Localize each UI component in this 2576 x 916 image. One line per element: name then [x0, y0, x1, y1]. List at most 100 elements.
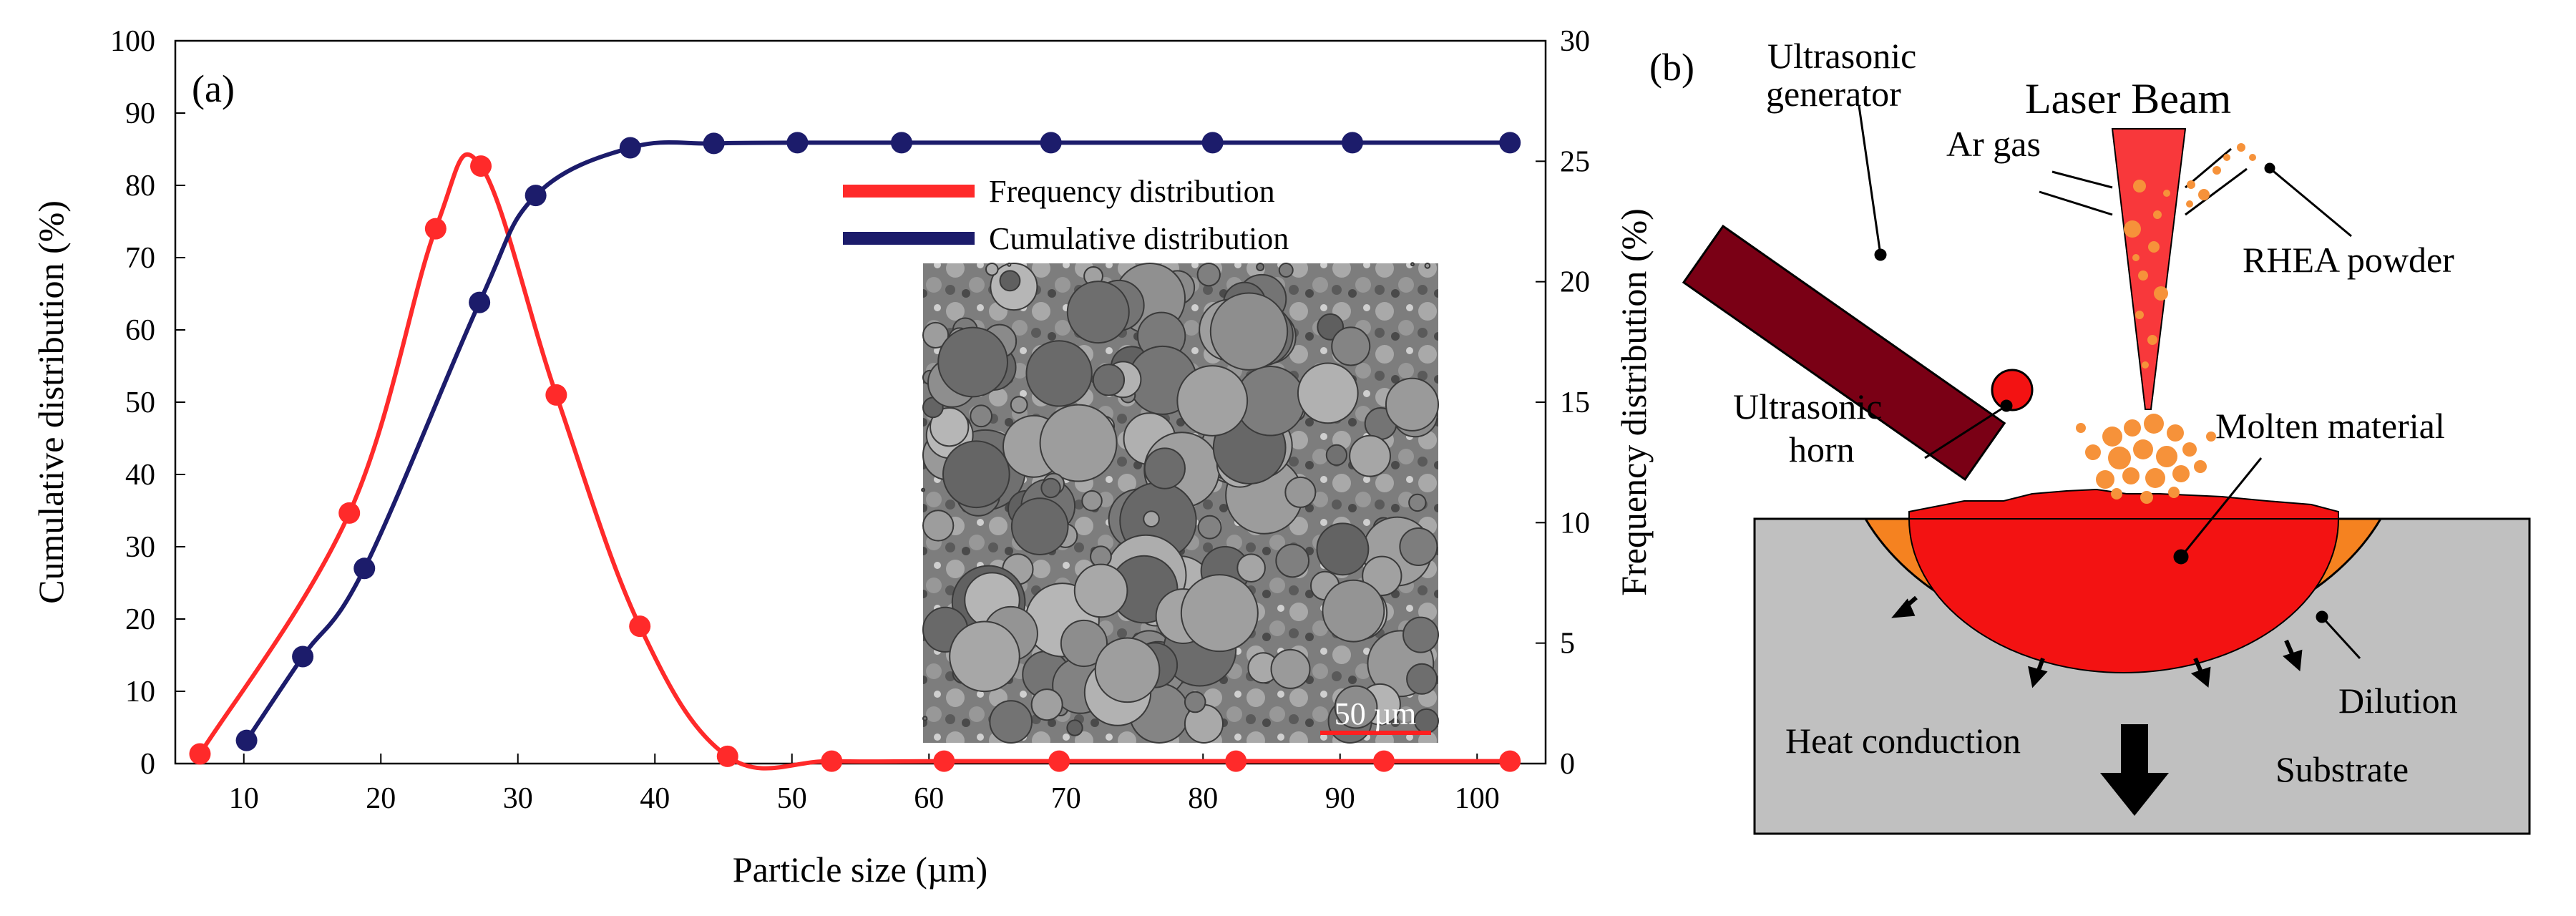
powder-particle: [2163, 190, 2170, 197]
sem-particle: [921, 487, 926, 492]
sem-particle: [937, 326, 1008, 398]
x-tick-label: 20: [366, 782, 396, 815]
frequency-distribution-point: [470, 155, 492, 177]
powder-particle: [2182, 442, 2197, 457]
sem-particle: [1256, 263, 1265, 272]
x-axis-ticks: 10 20 30 40 50 60 70 80 90 100: [229, 754, 1500, 815]
frequency-distribution-point: [629, 615, 651, 638]
powder-particle: [2076, 423, 2086, 433]
frequency-distribution-point: [189, 743, 211, 765]
powder-particle: [2156, 446, 2177, 467]
sem-particle: [1066, 281, 1130, 344]
y-tick-label: 40: [125, 459, 155, 492]
powder-particle: [2237, 143, 2245, 152]
sem-particle: [1196, 263, 1221, 287]
y2-tick-label: 20: [1560, 266, 1590, 299]
powder-particle: [2212, 166, 2221, 175]
sem-particle: [1209, 292, 1289, 371]
y-tick-label: 100: [110, 25, 155, 58]
frequency-distribution-point: [338, 502, 361, 524]
series-points: [189, 132, 1521, 772]
label-ar-gas: Ar gas: [1946, 124, 2041, 164]
molten-bead: [1908, 488, 2339, 520]
y2-tick-label: 0: [1560, 748, 1575, 781]
y-tick-label: 50: [125, 386, 155, 419]
scale-bar-label: 50 µm: [1335, 696, 1417, 731]
sem-particle: [1039, 404, 1118, 482]
sem-particle: [1073, 563, 1128, 618]
panel-a-label: (a): [192, 67, 235, 110]
powder-particle: [2206, 432, 2216, 442]
label-substrate: Substrate: [2275, 749, 2409, 789]
sem-particle: [1316, 522, 1370, 576]
powder-particle: [2223, 154, 2230, 161]
label-generator-line2: generator: [1766, 74, 1901, 114]
label-horn-line1: Ultrasonic: [1733, 386, 1882, 427]
y2-axis-ticks: 0 5 10 15 20 25 30: [1536, 25, 1590, 781]
sem-particle: [970, 404, 993, 428]
heat-conduction-arrow: [2100, 724, 2169, 816]
sem-particle: [1025, 340, 1093, 407]
y2-tick-label: 15: [1560, 386, 1590, 419]
schematic-labels: Ultrasonic generator Laser Beam Ar gas R…: [1733, 36, 2458, 789]
ultrasonic-generator: [1682, 224, 2006, 482]
frequency-distribution-point: [933, 750, 955, 772]
sem-particle: [1236, 553, 1266, 583]
powder-particle: [2187, 180, 2195, 189]
cumulative-distribution-point: [890, 132, 912, 154]
ultrasonic-horn: [1991, 369, 2034, 411]
y-axis-label: Cumulative distribution (%): [31, 200, 71, 604]
sem-particle: [1092, 364, 1126, 396]
powder-particle: [2148, 241, 2160, 253]
powder-particle: [2153, 210, 2162, 219]
cumulative-distribution-point: [353, 557, 376, 580]
sem-particle: [942, 440, 1010, 509]
x-tick-label: 60: [914, 782, 944, 815]
chart-panel-a: 50 µm 10 20 30 40 50 60 70 80 90 100 010203040506…: [31, 25, 1654, 890]
cumulative-distribution-point: [1201, 132, 1224, 154]
powder-particle: [2142, 361, 2149, 369]
sem-particle: [1030, 688, 1063, 721]
powder-particle: [2168, 487, 2180, 498]
sem-inset-image: 50 µm: [921, 262, 1440, 744]
laser-beam: [2111, 128, 2187, 410]
sem-particle: [1060, 619, 1108, 668]
sem-particle: [1349, 434, 1391, 477]
powder-particle: [2167, 424, 2184, 442]
label-molten-material: Molten material: [2215, 406, 2445, 446]
x-tick-label: 80: [1188, 782, 1218, 815]
frequency-distribution-point: [1499, 750, 1521, 772]
sem-particle: [1184, 691, 1206, 713]
powder-particle: [2144, 414, 2164, 434]
powder-particle: [2249, 154, 2256, 161]
sem-particle: [1362, 555, 1402, 596]
y-tick-label: 30: [125, 531, 155, 564]
y-tick-label: 0: [140, 748, 155, 781]
powder-particle: [2108, 447, 2131, 469]
cumulative-distribution-point: [786, 132, 809, 154]
sem-particle: [1270, 648, 1311, 689]
sem-particle: [1406, 663, 1438, 695]
sem-particle: [1010, 396, 1028, 414]
y2-tick-label: 25: [1560, 145, 1590, 178]
sem-particle: [1413, 708, 1439, 734]
sem-particle: [922, 510, 955, 542]
cumulative-distribution-point: [619, 137, 641, 159]
y-axis-ticks: 0 10 20 30 40 50 60 70 80 90 100: [110, 25, 185, 781]
powder-particle: [2194, 460, 2207, 473]
sem-particle: [1402, 616, 1440, 653]
sem-particle: [1278, 263, 1294, 278]
sem-particle: [1066, 719, 1083, 736]
label-rhea-powder: RHEA powder: [2243, 240, 2454, 280]
sem-particle: [989, 700, 1033, 744]
sem-particle: [1408, 493, 1427, 512]
x-tick-label: 50: [777, 782, 807, 815]
sem-particle: [1334, 685, 1378, 729]
legend-label-cumulative: Cumulative distribution: [989, 221, 1289, 256]
legend: Frequency distribution Cumulative distri…: [843, 174, 1289, 256]
cumulative-distribution-point: [525, 185, 547, 207]
cumulative-distribution-point: [292, 645, 314, 668]
sem-particle: [985, 263, 999, 276]
label-horn-line2: horn: [1789, 429, 1855, 469]
